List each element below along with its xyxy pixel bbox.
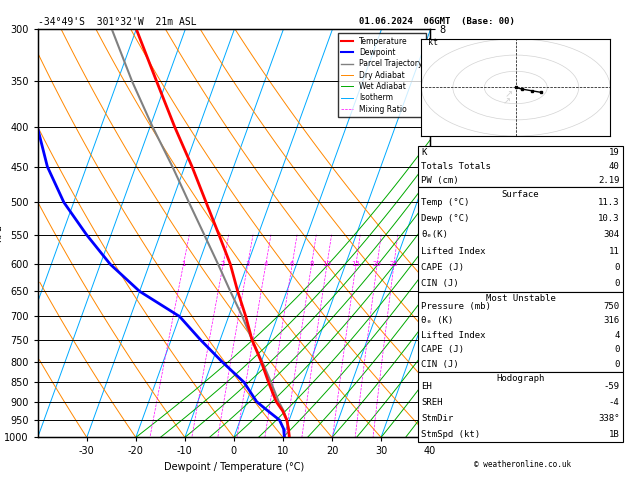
Text: Pressure (mb): Pressure (mb) bbox=[421, 302, 491, 311]
Text: Totals Totals: Totals Totals bbox=[421, 162, 491, 171]
Text: -34°49'S  301°32'W  21m ASL: -34°49'S 301°32'W 21m ASL bbox=[38, 17, 196, 27]
Text: 0: 0 bbox=[614, 346, 620, 354]
Text: StmSpd (kt): StmSpd (kt) bbox=[421, 430, 481, 439]
Text: Hodograph: Hodograph bbox=[496, 374, 545, 383]
Text: 750: 750 bbox=[603, 302, 620, 311]
Text: 8: 8 bbox=[309, 261, 314, 267]
Text: 25: 25 bbox=[389, 261, 398, 267]
Text: SREH: SREH bbox=[421, 398, 443, 407]
Text: 2.19: 2.19 bbox=[598, 176, 620, 185]
Text: 01.06.2024  06GMT  (Base: 00): 01.06.2024 06GMT (Base: 00) bbox=[359, 17, 515, 26]
Text: $\nearrow$: $\nearrow$ bbox=[501, 96, 512, 106]
Text: 316: 316 bbox=[603, 316, 620, 325]
Text: 10: 10 bbox=[323, 261, 331, 267]
Text: StmDir: StmDir bbox=[421, 414, 454, 423]
Text: kt: kt bbox=[428, 38, 438, 47]
Text: Temp (°C): Temp (°C) bbox=[421, 198, 470, 207]
Text: CAPE (J): CAPE (J) bbox=[421, 263, 464, 272]
Text: 1B: 1B bbox=[609, 430, 620, 439]
Text: © weatheronline.co.uk: © weatheronline.co.uk bbox=[474, 460, 571, 469]
Text: 4: 4 bbox=[264, 261, 268, 267]
Text: 11.3: 11.3 bbox=[598, 198, 620, 207]
Text: 304: 304 bbox=[603, 230, 620, 240]
Text: Most Unstable: Most Unstable bbox=[486, 294, 555, 303]
Text: $\nearrow$: $\nearrow$ bbox=[503, 89, 514, 99]
Text: -4: -4 bbox=[609, 398, 620, 407]
Text: 10.3: 10.3 bbox=[598, 214, 620, 223]
Text: 0: 0 bbox=[614, 360, 620, 369]
Text: Dewp (°C): Dewp (°C) bbox=[421, 214, 470, 223]
Legend: Temperature, Dewpoint, Parcel Trajectory, Dry Adiabat, Wet Adiabat, Isotherm, Mi: Temperature, Dewpoint, Parcel Trajectory… bbox=[338, 33, 426, 117]
Text: CIN (J): CIN (J) bbox=[421, 360, 459, 369]
Y-axis label: hPa: hPa bbox=[0, 225, 3, 242]
Text: 15: 15 bbox=[352, 261, 360, 267]
Text: 1: 1 bbox=[181, 261, 186, 267]
Text: CAPE (J): CAPE (J) bbox=[421, 346, 464, 354]
Y-axis label: km
ASL: km ASL bbox=[447, 226, 467, 241]
Text: CIN (J): CIN (J) bbox=[421, 279, 459, 288]
Text: Lifted Index: Lifted Index bbox=[421, 331, 486, 340]
Text: EH: EH bbox=[421, 382, 432, 392]
Text: 2: 2 bbox=[221, 261, 225, 267]
Text: 3: 3 bbox=[245, 261, 250, 267]
Text: PW (cm): PW (cm) bbox=[421, 176, 459, 185]
Text: 19: 19 bbox=[609, 148, 620, 157]
Text: Lifted Index: Lifted Index bbox=[421, 246, 486, 256]
Text: θₑ(K): θₑ(K) bbox=[421, 230, 448, 240]
Text: LCL: LCL bbox=[434, 433, 449, 442]
Text: 20: 20 bbox=[373, 261, 382, 267]
Text: θₑ (K): θₑ (K) bbox=[421, 316, 454, 325]
Text: 4: 4 bbox=[614, 331, 620, 340]
Text: K: K bbox=[421, 148, 427, 157]
Text: 40: 40 bbox=[609, 162, 620, 171]
Text: 0: 0 bbox=[614, 279, 620, 288]
Text: 11: 11 bbox=[609, 246, 620, 256]
Text: 338°: 338° bbox=[598, 414, 620, 423]
Text: Surface: Surface bbox=[502, 190, 539, 199]
Text: 6: 6 bbox=[290, 261, 294, 267]
X-axis label: Dewpoint / Temperature (°C): Dewpoint / Temperature (°C) bbox=[164, 462, 304, 472]
Text: 0: 0 bbox=[614, 263, 620, 272]
Text: -59: -59 bbox=[603, 382, 620, 392]
